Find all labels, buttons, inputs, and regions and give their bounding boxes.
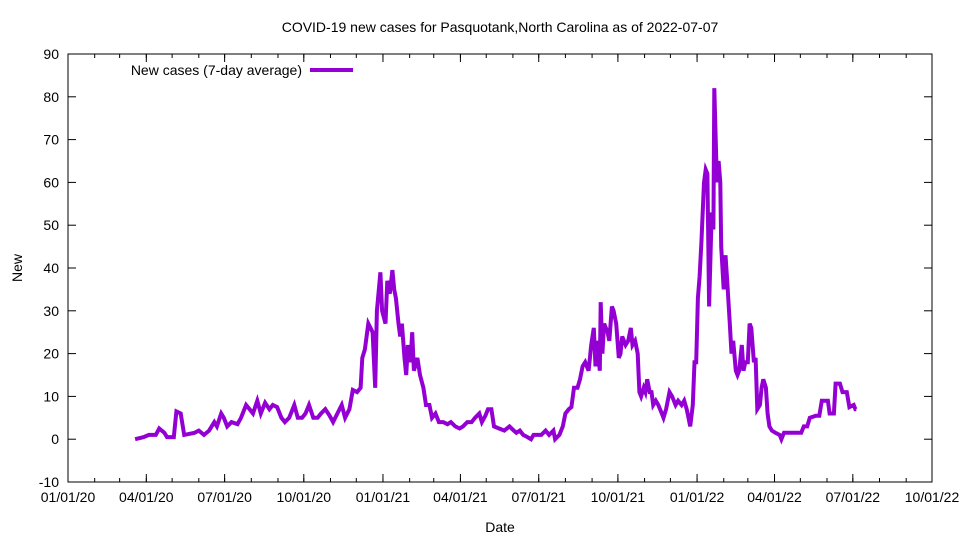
legend-label: New cases (7-day average) (131, 62, 302, 78)
x-tick-label: 04/01/20 (119, 489, 174, 505)
plot-frame (67, 53, 933, 483)
y-tick-label: 30 (43, 303, 59, 319)
x-tick-label: 07/01/20 (197, 489, 252, 505)
y-tick-label: 60 (43, 174, 59, 190)
x-tick-label: 07/01/21 (511, 489, 566, 505)
y-tick-label: 10 (43, 388, 59, 404)
chart-title: COVID-19 new cases for Pasquotank,North … (282, 19, 719, 35)
y-tick-label: 20 (43, 346, 59, 362)
series-lines (134, 88, 858, 445)
x-tick-label: 10/01/21 (591, 489, 646, 505)
legend: New cases (7-day average) (131, 62, 353, 78)
x-tick-label: 10/01/22 (905, 489, 960, 505)
axis-ticks: -10 0 10 20 30 40 50 60 70 80 90 01/01/20 04/01/20 07… (39, 46, 960, 505)
x-tick-label: 04/01/21 (433, 489, 488, 505)
y-tick-label: 40 (43, 260, 59, 276)
y-tick-label: 70 (43, 132, 59, 148)
x-tick-label: 01/01/21 (356, 489, 411, 505)
y-tick-label: -10 (39, 474, 59, 490)
x-axis-label: Date (485, 519, 515, 535)
x-tick-label: 10/01/20 (277, 489, 332, 505)
y-tick-label: 50 (43, 217, 59, 233)
x-tick-label: 04/01/22 (747, 489, 802, 505)
y-tick-label: 90 (43, 46, 59, 62)
series-line-0 (134, 88, 858, 445)
y-axis-label: New (9, 253, 25, 282)
y-tick-label: 80 (43, 89, 59, 105)
x-tick-label: 01/01/20 (41, 489, 96, 505)
y-tick-label: 0 (51, 431, 59, 447)
x-tick-label: 07/01/22 (826, 489, 881, 505)
x-tick-label: 01/01/22 (670, 489, 725, 505)
